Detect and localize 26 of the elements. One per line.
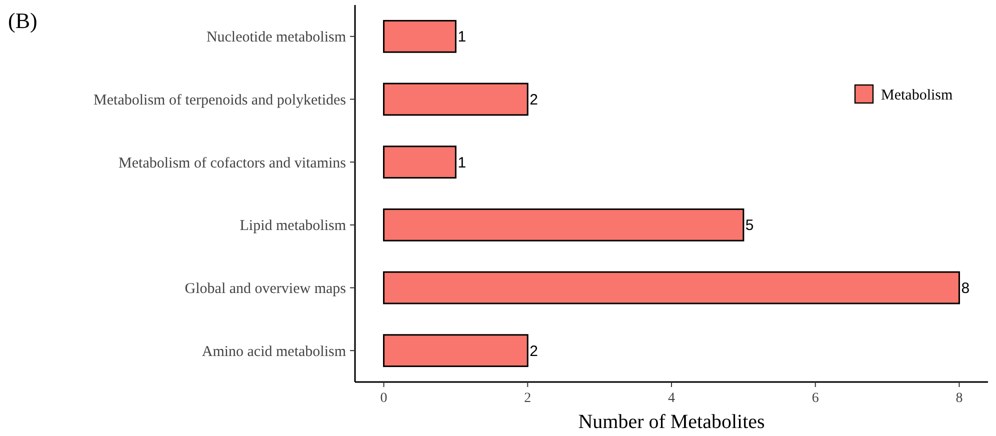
- bar: [383, 82, 528, 116]
- y-tick-label: Lipid metabolism: [240, 218, 346, 234]
- x-tick-label: 8: [956, 391, 963, 406]
- bar: [383, 271, 960, 304]
- x-tick-label: 2: [524, 391, 532, 406]
- data-label: 1: [458, 154, 466, 172]
- data-label: 8: [961, 280, 970, 297]
- x-tick-label: 6: [812, 391, 819, 406]
- y-tick-label: Metabolism of cofactors and vitamins: [118, 155, 346, 172]
- x-tick-label: 4: [668, 391, 675, 406]
- bar: [383, 146, 456, 179]
- y-tick-label: Metabolism of terpenoids and polyketides: [94, 92, 346, 108]
- data-label: 2: [530, 92, 538, 108]
- data-label: 5: [745, 217, 754, 234]
- bar: [383, 208, 744, 242]
- y-tick-label: Amino acid metabolism: [202, 344, 346, 360]
- legend-label: Metabolism: [881, 87, 953, 104]
- bar: [383, 334, 528, 368]
- data-label: 1: [458, 28, 466, 46]
- x-tick-label: 0: [380, 391, 388, 406]
- text: (B): [8, 8, 38, 33]
- data-label: 2: [530, 342, 538, 360]
- x-axis-title: Number of Metabolites: [578, 411, 766, 433]
- y-tick-label: Global and overview maps: [184, 281, 346, 297]
- bar: [383, 20, 456, 53]
- y-tick-label: Nucleotide metabolism: [206, 30, 346, 46]
